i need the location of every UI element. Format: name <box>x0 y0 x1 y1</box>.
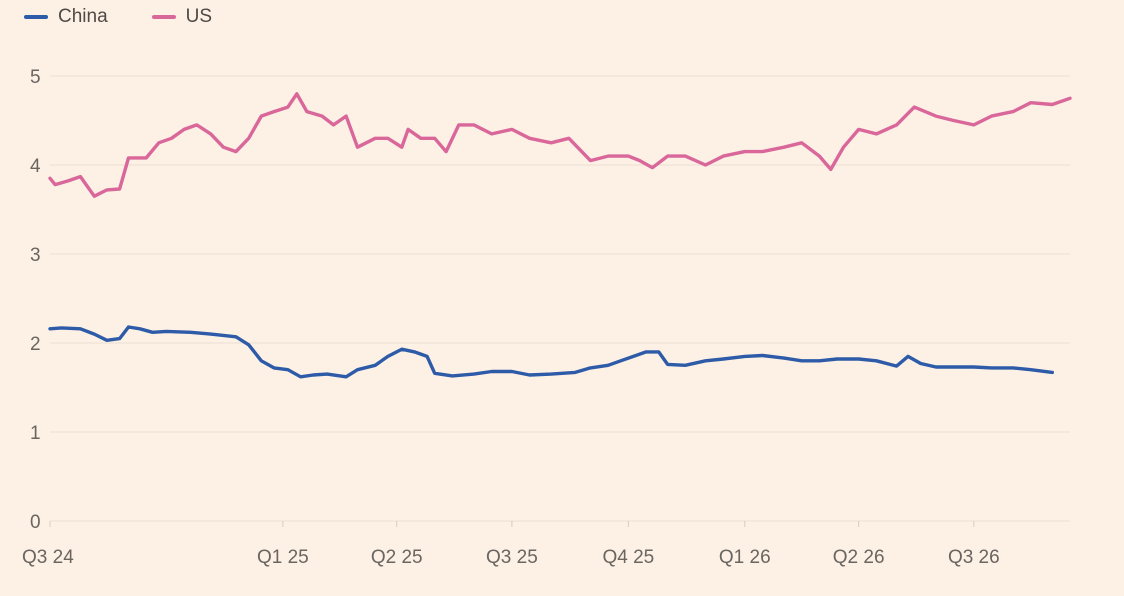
x-tick-label-0: Q3 24 <box>22 547 74 568</box>
x-tick-label-1: Q1 25 <box>257 547 309 568</box>
legend-label-china: China <box>58 6 108 27</box>
x-tick-label-3: Q3 25 <box>486 547 538 568</box>
x-tick-label-7: Q3 26 <box>948 547 1000 568</box>
y-tick-label-0: 0 <box>30 512 41 533</box>
x-tick-label-2: Q2 25 <box>371 547 423 568</box>
y-tick-label-5: 5 <box>30 67 41 88</box>
y-tick-label-4: 4 <box>30 156 41 177</box>
legend-label-us: US <box>185 6 213 27</box>
x-tick-label-5: Q1 26 <box>719 547 771 568</box>
y-tick-label-1: 1 <box>30 423 41 444</box>
legend-swatch-china <box>24 15 48 19</box>
legend-item-china: China <box>24 6 108 28</box>
series-line-us <box>48 92 1072 198</box>
series-line-china <box>48 325 1054 379</box>
legend-item-us: US <box>151 6 213 28</box>
x-tick-label-4: Q4 25 <box>602 547 654 568</box>
y-tick-label-2: 2 <box>30 334 41 355</box>
legend-swatch-us <box>151 15 176 19</box>
x-tick-label-6: Q2 26 <box>833 547 885 568</box>
legend: China US <box>24 6 212 28</box>
y-tick-label-3: 3 <box>30 245 41 266</box>
